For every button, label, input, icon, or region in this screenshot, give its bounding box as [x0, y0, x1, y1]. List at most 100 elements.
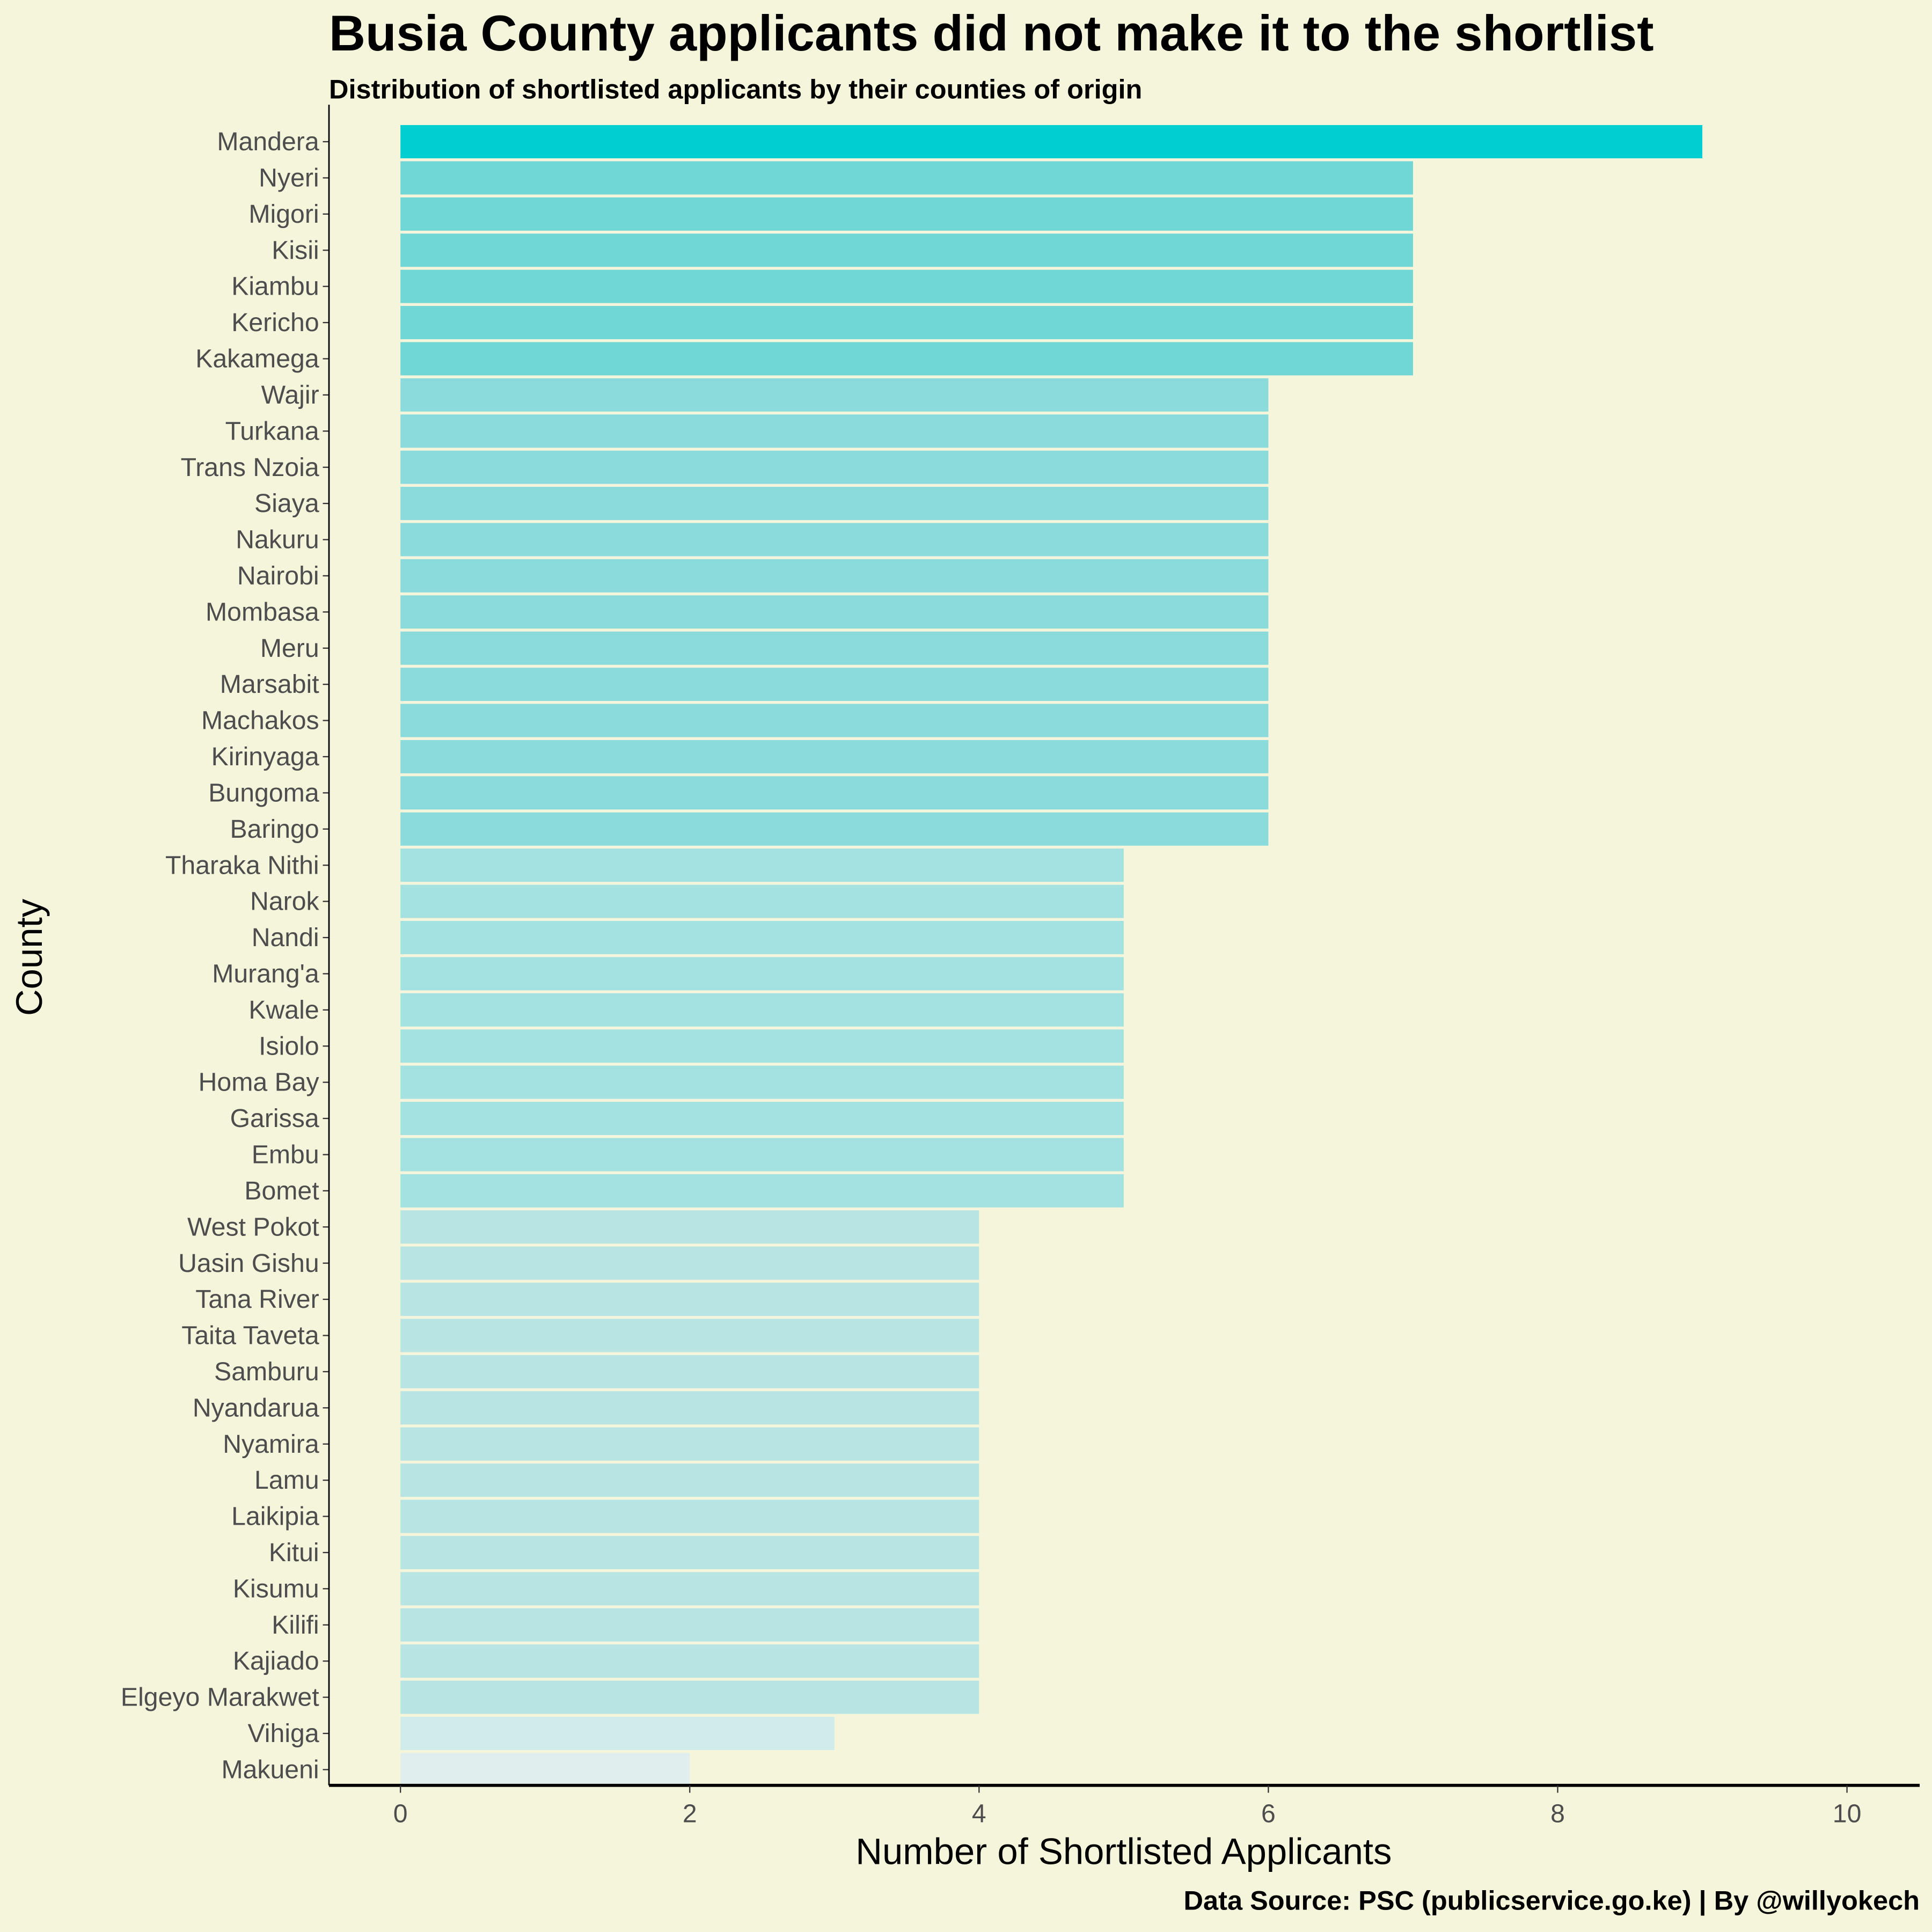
bar — [400, 668, 1269, 701]
y-axis-label: County — [10, 898, 51, 1016]
bar — [400, 1174, 1124, 1208]
y-tick-label: Kericho — [231, 308, 319, 337]
y-tick-label: Migori — [248, 200, 319, 229]
y-tick-label: Laikipia — [231, 1502, 319, 1531]
y-tick-label: Kiambu — [231, 272, 319, 301]
bar — [400, 1427, 979, 1461]
y-tick-label: Kwale — [248, 996, 319, 1024]
bar — [400, 125, 1703, 159]
bar — [400, 1138, 1124, 1172]
bar — [400, 704, 1269, 737]
y-tick-label: Kilifi — [272, 1611, 319, 1640]
y-tick-label: Siaya — [254, 489, 319, 518]
bar — [400, 1535, 979, 1569]
bar — [400, 1608, 979, 1642]
bar — [400, 921, 1124, 955]
y-tick-label: Nakuru — [236, 525, 319, 554]
chart-title: Busia County applicants did not make it … — [329, 5, 1654, 62]
bar — [400, 1572, 979, 1606]
y-tick-label: Uasin Gishu — [178, 1249, 319, 1278]
x-tick-label: 8 — [1550, 1799, 1565, 1828]
y-tick-label: Samburu — [214, 1357, 319, 1386]
bar — [400, 1391, 979, 1425]
y-tick-label: Machakos — [201, 706, 319, 735]
y-tick-label: Tharaka Nithi — [165, 851, 319, 880]
x-tick-label: 0 — [393, 1799, 408, 1828]
y-tick-label: Kajiado — [233, 1646, 319, 1675]
y-tick-label: Elgeyo Marakwet — [121, 1683, 319, 1712]
bar — [400, 957, 1124, 991]
bar — [400, 812, 1269, 846]
bar — [400, 306, 1413, 340]
bar — [400, 776, 1269, 810]
y-tick-label: Mandera — [217, 127, 319, 156]
bar — [400, 197, 1413, 231]
y-tick-label: Nyamira — [223, 1430, 319, 1459]
bar — [400, 1355, 979, 1388]
bar — [400, 1319, 979, 1352]
bar — [400, 1463, 979, 1497]
y-tick-label: Homa Bay — [199, 1068, 319, 1097]
bar — [400, 487, 1269, 521]
y-tick-label: West Pokot — [187, 1212, 319, 1241]
bar — [400, 884, 1124, 918]
bar — [400, 1680, 979, 1714]
y-tick-label: Murang'a — [212, 959, 319, 988]
y-tick-label: Kitui — [269, 1538, 319, 1567]
bar — [400, 414, 1269, 448]
y-tick-label: Nandi — [252, 923, 319, 952]
y-tick-label: Bomet — [244, 1176, 319, 1205]
chart-subtitle: Distribution of shortlisted applicants b… — [329, 74, 1143, 105]
bar — [400, 1753, 690, 1787]
bar — [400, 1283, 979, 1316]
y-tick-label: Kisii — [272, 236, 319, 265]
bar — [400, 523, 1269, 557]
bar — [400, 269, 1413, 303]
y-tick-label: Nairobi — [237, 561, 319, 590]
x-tick-label: 10 — [1833, 1799, 1862, 1828]
y-tick-label: Kisumu — [233, 1574, 319, 1603]
bar — [400, 161, 1413, 195]
y-tick-label: Embu — [252, 1140, 319, 1169]
bar — [400, 378, 1269, 412]
bar — [400, 233, 1413, 267]
y-tick-label: Nyeri — [259, 164, 319, 193]
bar — [400, 595, 1269, 629]
y-tick-label: Mombasa — [206, 597, 319, 626]
x-tick-label: 6 — [1261, 1799, 1276, 1828]
bar — [400, 1102, 1124, 1136]
bar — [400, 1644, 979, 1678]
y-tick-label: Trans Nzoia — [181, 453, 319, 482]
y-tick-label: Kakamega — [195, 345, 319, 374]
bar — [400, 1716, 835, 1750]
bar — [400, 1029, 1124, 1063]
y-tick-label: Baringo — [230, 815, 319, 844]
y-tick-label: Wajir — [261, 380, 319, 409]
caption: Data Source: PSC (publicservice.go.ke) |… — [1183, 1885, 1920, 1916]
y-tick-label: Tana River — [195, 1285, 319, 1314]
y-tick-label: Kirinyaga — [211, 742, 319, 771]
bar — [400, 848, 1124, 882]
y-tick-label: Turkana — [225, 416, 319, 445]
x-tick-label: 2 — [683, 1799, 697, 1828]
bar — [400, 740, 1269, 773]
y-tick-label: Marsabit — [220, 670, 319, 699]
bar — [400, 559, 1269, 592]
y-tick-label: Garissa — [230, 1104, 319, 1133]
y-tick-label: Meru — [260, 634, 319, 663]
x-tick-label: 4 — [972, 1799, 986, 1828]
bar — [400, 1499, 979, 1533]
bar — [400, 993, 1124, 1027]
bar — [400, 342, 1413, 376]
y-tick-label: Lamu — [254, 1466, 319, 1495]
y-tick-label: Taita Taveta — [181, 1321, 319, 1350]
y-tick-label: Nyandarua — [193, 1393, 319, 1422]
bar — [400, 450, 1269, 484]
y-tick-label: Narok — [250, 887, 319, 916]
bar — [400, 1065, 1124, 1099]
y-tick-label: Makueni — [221, 1755, 319, 1784]
y-tick-label: Vihiga — [248, 1719, 319, 1748]
bar — [400, 1210, 979, 1244]
